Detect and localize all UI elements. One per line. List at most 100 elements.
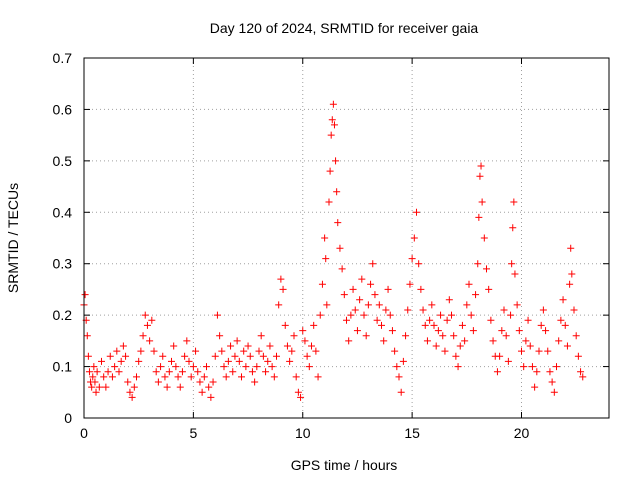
data-point <box>172 363 180 371</box>
data-point <box>567 244 575 252</box>
data-point <box>404 306 412 314</box>
data-point <box>159 352 167 360</box>
data-point <box>507 311 515 319</box>
data-point <box>104 368 112 376</box>
data-point <box>310 321 318 329</box>
data-point <box>181 352 189 360</box>
data-point <box>294 388 302 396</box>
data-point <box>504 357 512 365</box>
data-point <box>483 265 490 273</box>
data-point <box>328 116 336 124</box>
data-point <box>544 347 552 355</box>
data-point <box>178 368 186 376</box>
data-point <box>518 347 525 355</box>
data-point <box>382 306 390 314</box>
data-point <box>419 306 427 314</box>
x-tick-label: 10 <box>295 425 311 441</box>
data-point <box>222 373 230 381</box>
data-point <box>81 291 89 299</box>
data-point <box>485 285 493 293</box>
data-point <box>340 291 348 299</box>
data-point <box>333 188 341 196</box>
data-point <box>255 347 263 355</box>
y-tick-label: 0.6 <box>53 101 73 117</box>
data-point <box>579 373 587 381</box>
data-point <box>203 363 210 371</box>
data-point <box>133 373 140 381</box>
data-point <box>498 327 506 335</box>
data-point <box>157 363 165 371</box>
data-point <box>353 327 361 335</box>
data-point <box>402 332 410 340</box>
data-point <box>146 337 154 345</box>
data-point <box>270 373 278 381</box>
data-point <box>231 352 239 360</box>
data-point <box>413 208 420 216</box>
data-point <box>88 383 96 391</box>
data-point <box>526 342 534 350</box>
data-point <box>548 378 556 386</box>
grid-lines <box>84 58 609 418</box>
data-point <box>216 332 224 340</box>
data-point <box>574 352 582 360</box>
data-point <box>124 378 132 386</box>
data-point <box>334 219 342 227</box>
data-point <box>325 198 333 206</box>
data-point <box>89 373 97 381</box>
y-tick-label: 0.5 <box>53 153 73 169</box>
data-point <box>262 368 270 376</box>
data-point <box>183 337 191 345</box>
data-point <box>329 100 337 108</box>
data-point <box>83 332 91 340</box>
data-point <box>322 255 330 263</box>
data-point <box>301 337 309 345</box>
data-point <box>456 342 464 350</box>
data-point <box>95 383 103 391</box>
data-point <box>327 131 335 139</box>
data-point <box>266 342 274 350</box>
data-point <box>510 198 518 206</box>
data-point <box>119 342 127 350</box>
data-point <box>358 275 366 283</box>
data-point <box>283 342 291 350</box>
data-point <box>213 311 221 319</box>
data-point <box>426 316 434 324</box>
data-point <box>489 337 497 345</box>
data-point <box>233 337 241 345</box>
data-point <box>227 342 235 350</box>
data-point <box>508 260 516 268</box>
data-point <box>314 373 322 381</box>
data-point <box>378 321 385 329</box>
data-point <box>362 332 370 340</box>
data-point <box>391 347 399 355</box>
data-point <box>303 352 311 360</box>
data-point <box>205 383 213 391</box>
data-point <box>463 301 471 309</box>
data-point <box>326 167 334 175</box>
data-point <box>563 342 571 350</box>
data-point <box>308 342 315 350</box>
data-point <box>113 347 121 355</box>
data-point <box>312 347 320 355</box>
data-point <box>380 337 388 345</box>
data-point <box>522 337 530 345</box>
data-point <box>168 357 175 365</box>
data-point <box>371 291 379 299</box>
data-point <box>445 296 453 304</box>
data-point <box>198 388 206 396</box>
data-point <box>531 383 539 391</box>
data-point <box>189 363 197 371</box>
data-point <box>279 285 287 293</box>
y-tick-label: 0 <box>64 410 72 426</box>
data-point <box>141 311 149 319</box>
data-point <box>553 363 560 371</box>
data-point <box>246 352 254 360</box>
data-point <box>406 280 414 288</box>
data-point <box>386 311 394 319</box>
data-point <box>209 378 217 386</box>
data-point <box>248 368 256 376</box>
data-point <box>207 393 215 401</box>
data-point <box>117 357 125 365</box>
data-point <box>477 162 485 170</box>
